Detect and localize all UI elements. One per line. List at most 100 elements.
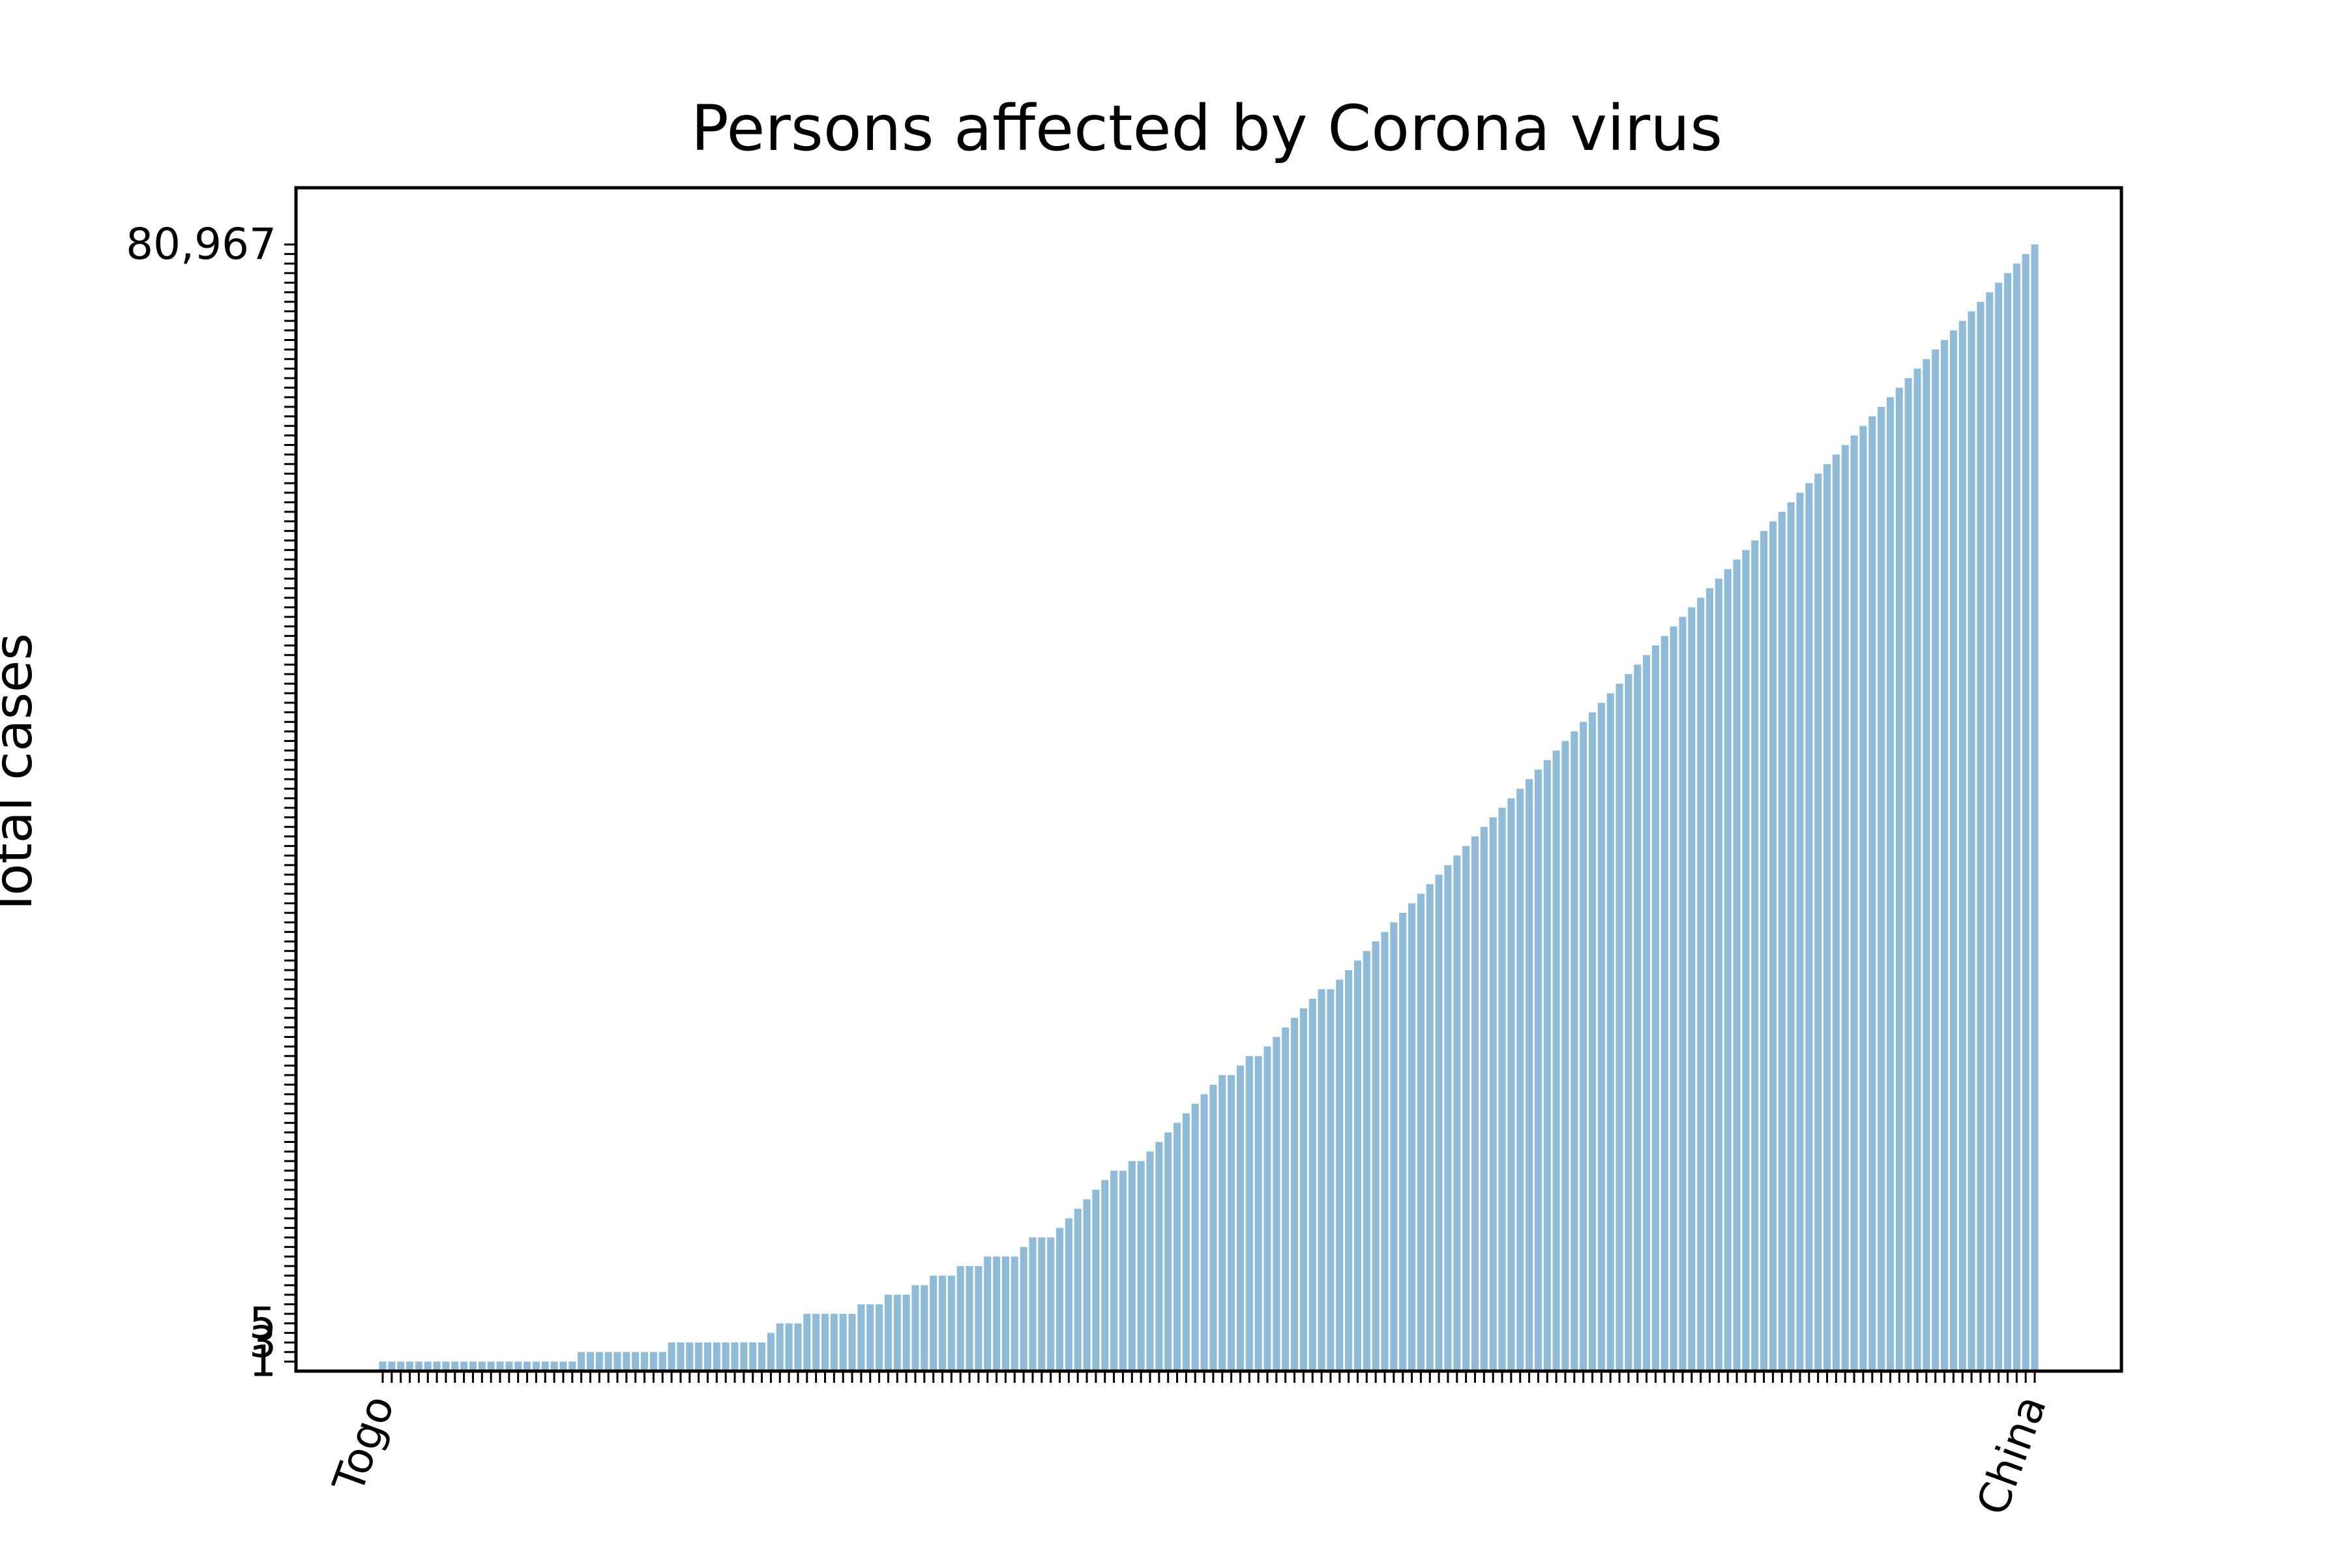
bar: [1516, 788, 1524, 1371]
bar: [568, 1361, 576, 1371]
bar: [1787, 502, 1795, 1371]
bar: [613, 1352, 621, 1371]
bar: [505, 1361, 513, 1371]
bar: [1083, 1199, 1091, 1371]
bar: [1254, 1056, 1262, 1371]
bar: [632, 1352, 640, 1371]
plot-frame: [294, 186, 2123, 1373]
bar: [1552, 750, 1560, 1371]
bar: [1958, 321, 1966, 1371]
bar: [812, 1314, 820, 1371]
bar: [731, 1342, 739, 1371]
bar: [406, 1361, 414, 1371]
bar: [578, 1352, 585, 1371]
bar: [433, 1361, 441, 1371]
bar: [1308, 998, 1316, 1371]
bar: [1390, 922, 1398, 1371]
bar: [1760, 531, 1768, 1371]
bar: [1055, 1228, 1064, 1371]
bar: [956, 1265, 964, 1371]
bar: [1634, 664, 1642, 1371]
bar: [1408, 903, 1416, 1371]
bar: [1796, 492, 1804, 1371]
bar: [1263, 1046, 1271, 1371]
bar: [559, 1361, 567, 1371]
bar: [1209, 1084, 1217, 1371]
bar: [1128, 1161, 1136, 1371]
bar: [1155, 1142, 1163, 1371]
bar: [649, 1352, 657, 1371]
bar: [623, 1352, 630, 1371]
bar: [1381, 932, 1389, 1371]
bar: [1878, 406, 1885, 1372]
bar: [1498, 808, 1506, 1371]
bar: [1164, 1132, 1172, 1371]
bar: [911, 1285, 919, 1371]
bar: [767, 1333, 775, 1371]
bar: [1643, 655, 1651, 1372]
bar: [1742, 550, 1750, 1371]
bar: [1580, 722, 1587, 1371]
bar: [1038, 1237, 1046, 1371]
bar: [921, 1285, 928, 1371]
bar: [1119, 1170, 1127, 1371]
bar: [496, 1361, 504, 1371]
bar: [514, 1361, 522, 1371]
bar: [884, 1294, 892, 1371]
bar: [1029, 1237, 1037, 1371]
bar: [938, 1275, 947, 1371]
bar: [1588, 712, 1597, 1371]
bar: [460, 1361, 468, 1371]
bar: [1345, 969, 1353, 1371]
bar: [1417, 893, 1424, 1371]
bar: [668, 1342, 675, 1371]
bar: [1597, 702, 1605, 1371]
bar: [1299, 1008, 1307, 1371]
bar: [1932, 349, 1940, 1371]
bar: [1543, 760, 1551, 1371]
bar: [1273, 1037, 1280, 1371]
bar: [415, 1361, 422, 1371]
bar: [1832, 454, 1840, 1372]
bar: [1606, 693, 1614, 1371]
bar: [1174, 1123, 1181, 1371]
bar: [803, 1314, 811, 1371]
bar: [1444, 865, 1452, 1371]
bar: [1146, 1151, 1154, 1371]
bar: [532, 1361, 540, 1371]
bar: [1137, 1161, 1145, 1371]
bar: [1733, 559, 1741, 1371]
bar: [1625, 673, 1632, 1371]
bar: [469, 1361, 477, 1371]
bar: [975, 1265, 982, 1371]
bar: [1986, 292, 1994, 1372]
y-tick-label: 3: [249, 1317, 276, 1367]
bar: [1507, 798, 1515, 1371]
bar: [2013, 263, 2020, 1371]
y-tick-label: 80,967: [126, 219, 276, 269]
bar: [1065, 1218, 1072, 1371]
bar: [695, 1342, 703, 1371]
bar: [830, 1314, 838, 1371]
bar: [713, 1342, 720, 1371]
bar: [1327, 989, 1335, 1371]
bar: [1001, 1256, 1009, 1371]
bar: [930, 1275, 937, 1371]
bar: [1435, 874, 1443, 1371]
bar: [785, 1323, 793, 1371]
bar: [1363, 951, 1370, 1371]
bar: [966, 1265, 973, 1371]
bar: [1282, 1027, 1290, 1371]
bar: [1751, 540, 1759, 1371]
bar: [839, 1314, 847, 1371]
bar: [1688, 607, 1696, 1371]
y-tick-label: 1: [249, 1336, 276, 1386]
chart-title: Persons affected by Corona virus: [691, 92, 1722, 165]
bar: [1353, 960, 1362, 1371]
bar: [1182, 1113, 1190, 1371]
bar: [740, 1342, 748, 1371]
bar: [686, 1342, 694, 1371]
bar: [1868, 416, 1876, 1371]
bar: [1489, 817, 1497, 1371]
